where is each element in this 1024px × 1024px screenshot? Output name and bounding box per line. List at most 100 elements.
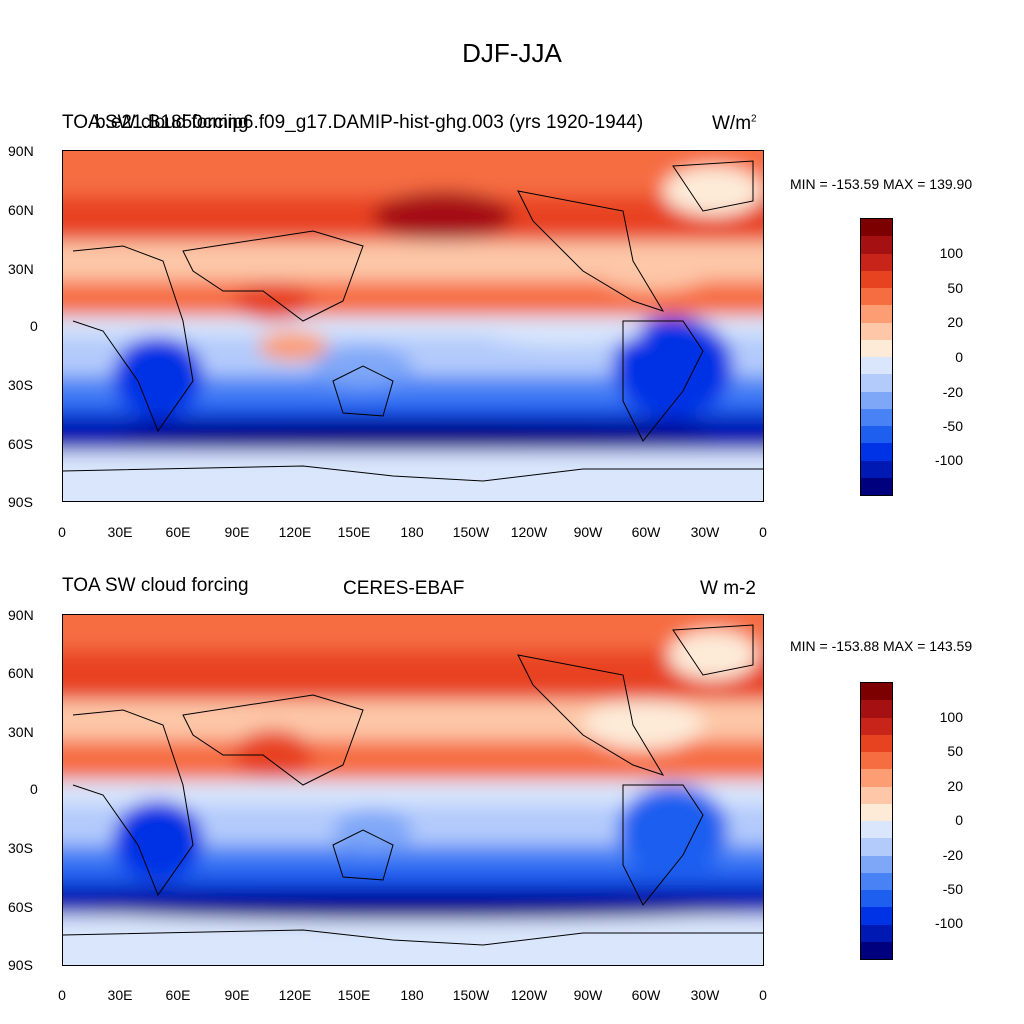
lat-label: 90S	[8, 957, 33, 973]
colorbar-swatch	[861, 924, 892, 942]
lon-label: 90W	[573, 987, 603, 1003]
colorbar-swatch	[861, 357, 892, 375]
lat-label: 90S	[8, 494, 33, 510]
lat-label: 30S	[8, 840, 33, 856]
colorbar-swatch	[861, 443, 892, 461]
colorbar-swatch	[861, 374, 892, 392]
colorbar-label: -50	[942, 881, 963, 897]
colorbar-swatch	[861, 270, 892, 288]
lat-label: 0	[30, 318, 38, 334]
lon-label: 150W	[452, 524, 490, 540]
colorbar-label: 0	[955, 349, 963, 365]
colorbar-swatch	[861, 219, 892, 237]
colorbar-label: 100	[939, 245, 963, 261]
colorbar-label: 0	[955, 812, 963, 828]
figure-title: DJF-JJA	[462, 38, 562, 68]
lon-label: 150E	[337, 987, 371, 1003]
colorbar-swatch	[861, 339, 892, 357]
colorbar-swatch	[861, 890, 892, 908]
colorbar-swatch	[861, 236, 892, 254]
lon-label: 60E	[165, 524, 191, 540]
lon-label: 90E	[224, 524, 250, 540]
panel-left-title: TOA SW cloud forcing	[62, 112, 249, 133]
lon-label: 120E	[278, 987, 312, 1003]
colorbar-swatch	[861, 253, 892, 271]
panel-center-title: CERES-EBAF	[343, 578, 465, 599]
colorbar-label: 50	[947, 743, 963, 759]
lat-label: 90N	[8, 143, 34, 159]
lon-label: 180	[400, 987, 424, 1003]
colorbar-label: -50	[942, 418, 963, 434]
lat-label: 30N	[8, 261, 34, 277]
lat-label: 60N	[8, 202, 34, 218]
lat-label: 60S	[8, 436, 33, 452]
colorbar-swatch	[861, 803, 892, 821]
lat-label: 0	[30, 781, 38, 797]
lon-label: 30W	[690, 524, 720, 540]
colorbar-label: 50	[947, 280, 963, 296]
panel-left-title: TOA SW cloud forcing	[62, 575, 249, 596]
lon-label: 60W	[631, 987, 661, 1003]
colorbar-swatch	[861, 855, 892, 873]
colorbar-swatch	[861, 460, 892, 478]
minmax-text: MIN = -153.88 MAX = 143.59	[790, 638, 973, 654]
colorbar-swatch	[861, 288, 892, 306]
lon-label: 150E	[337, 524, 371, 540]
colorbar-swatch	[861, 838, 892, 856]
colorbar-swatch	[861, 305, 892, 323]
lon-label: 0	[759, 524, 767, 540]
lon-label: 60E	[165, 987, 191, 1003]
lon-label: 0	[58, 987, 66, 1003]
colorbar-label: 20	[947, 314, 963, 330]
colorbar-swatch	[861, 734, 892, 752]
colorbar-swatch	[861, 941, 892, 959]
colorbar-swatch	[861, 683, 892, 701]
panel-units: W/m2	[712, 113, 757, 134]
lon-label: 90W	[573, 524, 603, 540]
lon-label: 60W	[631, 524, 661, 540]
lon-label: 0	[58, 524, 66, 540]
lat-label: 60N	[8, 665, 34, 681]
colorbar-swatch	[861, 752, 892, 770]
colorbar-swatch	[861, 391, 892, 409]
colorbar-label: 20	[947, 778, 963, 794]
colorbar-label: -20	[942, 847, 963, 863]
colorbar-swatch	[861, 821, 892, 839]
lat-label: 30N	[8, 724, 34, 740]
lat-label: 90N	[8, 607, 34, 623]
colorbar-swatch	[861, 477, 892, 495]
lon-label: 30E	[107, 987, 133, 1003]
lon-label: 30W	[690, 987, 720, 1003]
colorbar-label: -100	[934, 452, 963, 468]
colorbar	[860, 682, 893, 960]
lon-label: 30E	[107, 524, 133, 540]
colorbar	[860, 218, 893, 496]
lat-label: 60S	[8, 899, 33, 915]
colorbar-swatch	[861, 408, 892, 426]
colorbar-swatch	[861, 717, 892, 735]
lon-label: 150W	[452, 987, 490, 1003]
lon-label: 120W	[510, 524, 548, 540]
colorbar-swatch	[861, 872, 892, 890]
panel-units: W m-2	[700, 578, 756, 599]
colorbar-label: -20	[942, 384, 963, 400]
lat-label: 30S	[8, 377, 33, 393]
panel-center-title: b.e21.B1850cmip6.f09_g17.DAMIP-hist-ghg.…	[95, 112, 644, 133]
colorbar-swatch	[861, 769, 892, 787]
minmax-text: MIN = -153.59 MAX = 139.90	[790, 176, 973, 192]
colorbar-label: 100	[939, 709, 963, 725]
colorbar-swatch	[861, 700, 892, 718]
map-field	[63, 151, 763, 501]
colorbar-swatch	[861, 322, 892, 340]
lon-label: 120E	[278, 524, 312, 540]
colorbar-label: -100	[934, 915, 963, 931]
map-field	[63, 615, 763, 965]
lon-label: 0	[759, 987, 767, 1003]
lon-label: 90E	[224, 987, 250, 1003]
map-obs	[62, 614, 764, 966]
lon-label: 120W	[510, 987, 548, 1003]
colorbar-swatch	[861, 426, 892, 444]
colorbar-swatch	[861, 907, 892, 925]
lon-label: 180	[400, 524, 424, 540]
colorbar-swatch	[861, 786, 892, 804]
